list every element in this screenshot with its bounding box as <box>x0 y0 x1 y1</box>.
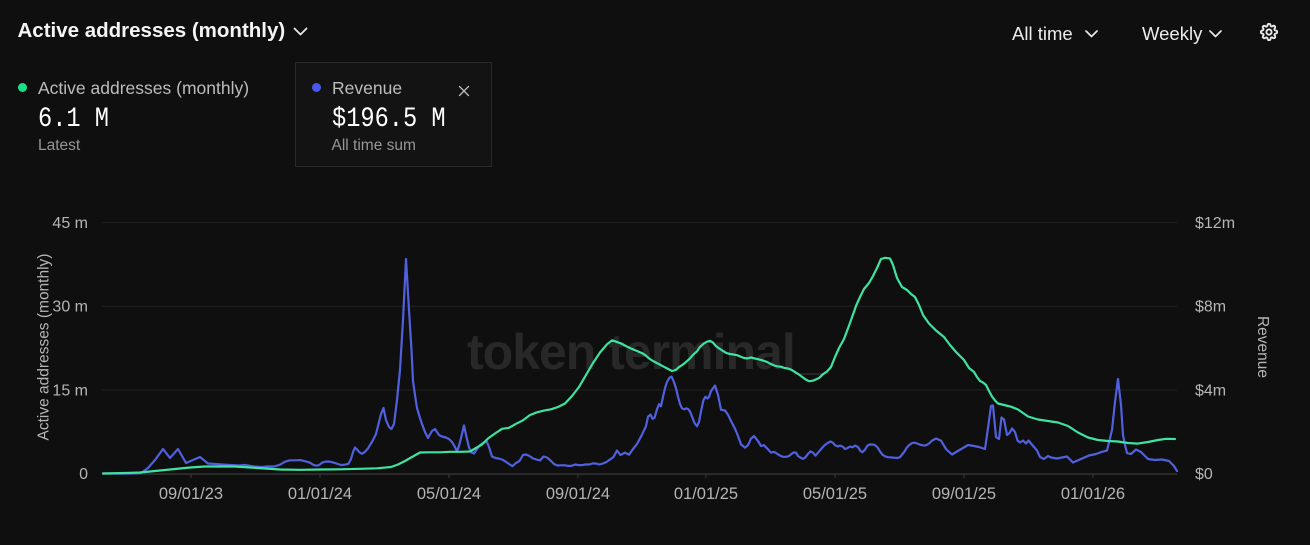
svg-text:Revenue: Revenue <box>1254 316 1271 378</box>
svg-text:$0: $0 <box>1195 466 1213 483</box>
svg-text:token terminal_: token terminal_ <box>467 324 824 380</box>
svg-text:$12m: $12m <box>1195 215 1235 232</box>
svg-text:09/01/25: 09/01/25 <box>932 485 996 503</box>
svg-text:$8m: $8m <box>1195 299 1226 316</box>
svg-text:05/01/24: 05/01/24 <box>417 485 481 503</box>
svg-text:05/01/25: 05/01/25 <box>803 485 867 503</box>
svg-text:45 m: 45 m <box>52 215 88 232</box>
svg-text:$4m: $4m <box>1195 382 1226 399</box>
svg-text:0: 0 <box>79 466 88 483</box>
svg-text:01/01/24: 01/01/24 <box>288 485 352 503</box>
svg-text:Active addresses (monthly): Active addresses (monthly) <box>36 254 53 441</box>
svg-text:01/01/25: 01/01/25 <box>674 485 738 503</box>
svg-text:09/01/24: 09/01/24 <box>546 485 610 503</box>
svg-text:15 m: 15 m <box>52 382 88 399</box>
svg-text:09/01/23: 09/01/23 <box>159 485 223 503</box>
svg-text:01/01/26: 01/01/26 <box>1061 485 1125 503</box>
svg-text:30 m: 30 m <box>52 299 88 316</box>
